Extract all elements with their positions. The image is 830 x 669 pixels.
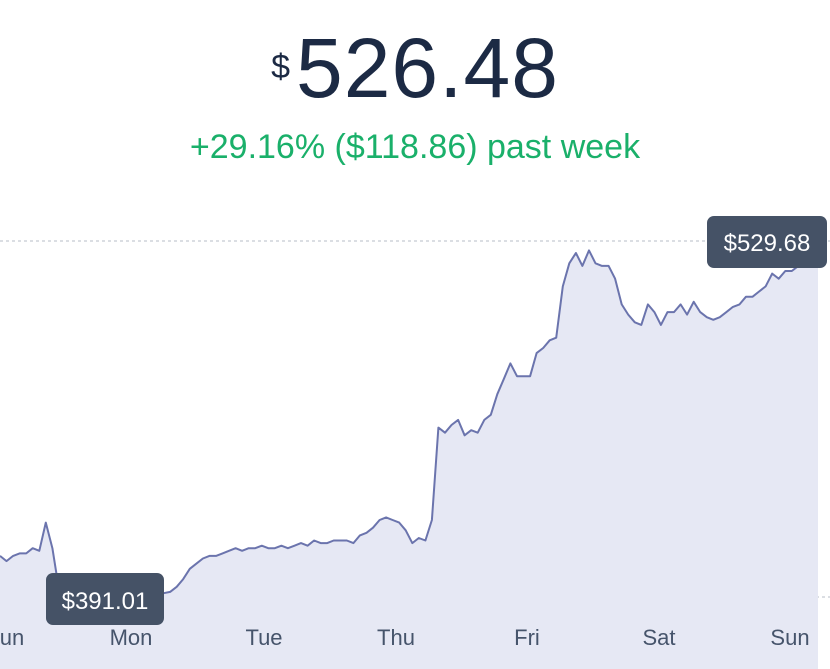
- x-tick-label: Sat: [642, 625, 675, 650]
- currency-symbol: $: [271, 48, 290, 86]
- current-price: 526.48: [296, 21, 559, 115]
- price-area-fill: [0, 241, 818, 669]
- x-tick-label: Tue: [245, 625, 282, 650]
- price-display: $526.48: [0, 18, 830, 118]
- x-tick-label: un: [0, 625, 24, 650]
- x-tick-label: Fri: [514, 625, 540, 650]
- high-price-label: $529.68: [724, 230, 811, 257]
- high-price-tooltip: $529.68: [707, 216, 827, 268]
- x-tick-label: Thu: [377, 625, 415, 650]
- x-tick-label: Mon: [110, 625, 153, 650]
- low-price-label: $391.01: [62, 588, 149, 615]
- x-tick-label: Sun: [770, 625, 809, 650]
- price-change: +29.16% ($118.86) past week: [189, 128, 641, 166]
- low-price-tooltip: $391.01: [46, 573, 164, 625]
